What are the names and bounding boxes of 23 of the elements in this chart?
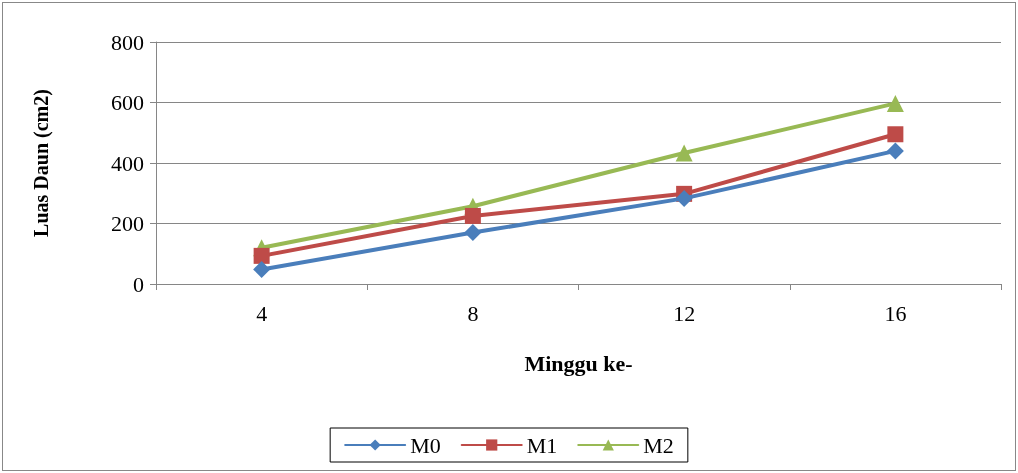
point	[253, 260, 271, 278]
x-tick-label: 8	[467, 300, 479, 326]
point	[675, 189, 693, 207]
point	[464, 207, 481, 224]
y-tick-label: 0	[133, 271, 144, 297]
y-tick-label: 200	[111, 211, 144, 236]
y-axis-title: Luas Daun (cm2)	[30, 89, 53, 237]
y-tick-label: 800	[111, 29, 144, 55]
y-tick-label: 400	[111, 150, 144, 176]
x-tick-label: 12	[673, 300, 696, 326]
point	[887, 126, 904, 143]
x-tick-label: 4	[256, 300, 268, 326]
point	[886, 142, 904, 160]
legend-label: M2	[643, 432, 674, 458]
point	[464, 224, 482, 242]
x-axis-title: Minggu ke-	[524, 350, 633, 376]
legend-label: M0	[410, 432, 441, 458]
point	[253, 247, 270, 264]
point	[675, 144, 693, 162]
x-tick-label: 16	[884, 300, 907, 326]
y-tick-label: 600	[111, 90, 144, 115]
legend-label: M1	[526, 432, 558, 458]
point	[886, 94, 904, 112]
